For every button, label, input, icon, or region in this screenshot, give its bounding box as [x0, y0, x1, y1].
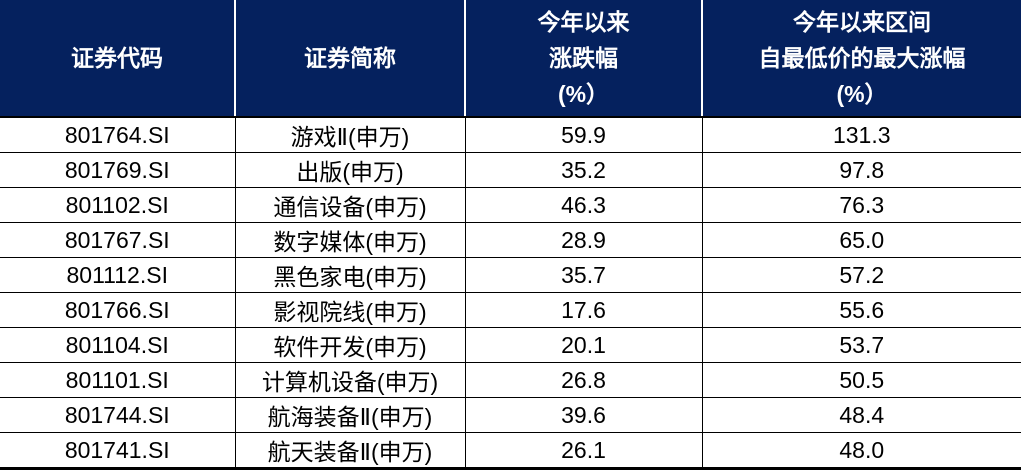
header-max-gain-from-low-pct: 今年以来区间 自最低价的最大涨幅 (%）: [701, 0, 1021, 118]
table-row: 801101.SI 计算机设备(申万) 26.8 50.5: [0, 362, 1021, 398]
cell-ytd-change-pct: 26.8: [464, 362, 702, 398]
cell-max-gain-from-low-pct: 97.8: [701, 152, 1021, 188]
cell-max-gain-from-low-pct: 48.0: [701, 432, 1021, 470]
cell-max-gain-from-low-pct: 53.7: [701, 327, 1021, 363]
table-row: 801764.SI 游戏Ⅱ(申万) 59.9 131.3: [0, 117, 1021, 153]
cell-security-code: 801744.SI: [0, 397, 235, 433]
cell-max-gain-from-low-pct: 55.6: [701, 292, 1021, 328]
cell-ytd-change-pct: 35.2: [464, 152, 702, 188]
header-ytd-change-pct: 今年以来 涨跌幅 (%）: [464, 0, 702, 118]
cell-ytd-change-pct: 28.9: [464, 222, 702, 258]
cell-security-name: 航海装备Ⅱ(申万): [234, 397, 465, 433]
cell-ytd-change-pct: 35.7: [464, 257, 702, 293]
table-row: 801766.SI 影视院线(申万) 17.6 55.6: [0, 292, 1021, 328]
cell-max-gain-from-low-pct: 131.3: [701, 117, 1021, 153]
table-row: 801104.SI 软件开发(申万) 20.1 53.7: [0, 327, 1021, 363]
cell-security-name: 黑色家电(申万): [234, 257, 465, 293]
cell-security-name: 航天装备Ⅱ(申万): [234, 432, 465, 470]
table-row: 801744.SI 航海装备Ⅱ(申万) 39.6 48.4: [0, 397, 1021, 433]
cell-max-gain-from-low-pct: 50.5: [701, 362, 1021, 398]
cell-ytd-change-pct: 17.6: [464, 292, 702, 328]
cell-max-gain-from-low-pct: 76.3: [701, 187, 1021, 223]
header-row: 证券代码 证券简称 今年以来 涨跌幅 (%） 今年以来区间 自最低价的最大涨幅 …: [0, 0, 1021, 118]
cell-max-gain-from-low-pct: 48.4: [701, 397, 1021, 433]
cell-security-code: 801769.SI: [0, 152, 235, 188]
cell-ytd-change-pct: 59.9: [464, 117, 702, 153]
table-header: 证券代码 证券简称 今年以来 涨跌幅 (%） 今年以来区间 自最低价的最大涨幅 …: [0, 0, 1021, 118]
table-row: 801769.SI 出版(申万) 35.2 97.8: [0, 152, 1021, 188]
cell-security-code: 801767.SI: [0, 222, 235, 258]
cell-security-code: 801112.SI: [0, 257, 235, 293]
cell-security-code: 801102.SI: [0, 187, 235, 223]
table-row: 801102.SI 通信设备(申万) 46.3 76.3: [0, 187, 1021, 223]
table-row: 801112.SI 黑色家电(申万) 35.7 57.2: [0, 257, 1021, 293]
cell-security-name: 游戏Ⅱ(申万): [234, 117, 465, 153]
cell-ytd-change-pct: 46.3: [464, 187, 702, 223]
cell-security-code: 801104.SI: [0, 327, 235, 363]
cell-security-name: 计算机设备(申万): [234, 362, 465, 398]
cell-security-code: 801766.SI: [0, 292, 235, 328]
table-row: 801741.SI 航天装备Ⅱ(申万) 26.1 48.0: [0, 432, 1021, 470]
table-row: 801767.SI 数字媒体(申万) 28.9 65.0: [0, 222, 1021, 258]
cell-security-name: 出版(申万): [234, 152, 465, 188]
cell-ytd-change-pct: 39.6: [464, 397, 702, 433]
table-body: 801764.SI 游戏Ⅱ(申万) 59.9 131.3 801769.SI 出版(申万)…: [0, 117, 1021, 470]
header-security-code: 证券代码: [0, 0, 235, 118]
cell-max-gain-from-low-pct: 57.2: [701, 257, 1021, 293]
cell-security-code: 801101.SI: [0, 362, 235, 398]
cell-security-name: 通信设备(申万): [234, 187, 465, 223]
cell-ytd-change-pct: 20.1: [464, 327, 702, 363]
cell-security-code: 801764.SI: [0, 117, 235, 153]
cell-max-gain-from-low-pct: 65.0: [701, 222, 1021, 258]
header-security-name: 证券简称: [234, 0, 465, 118]
cell-security-code: 801741.SI: [0, 432, 235, 470]
cell-ytd-change-pct: 26.1: [464, 432, 702, 470]
cell-security-name: 数字媒体(申万): [234, 222, 465, 258]
cell-security-name: 软件开发(申万): [234, 327, 465, 363]
cell-security-name: 影视院线(申万): [234, 292, 465, 328]
